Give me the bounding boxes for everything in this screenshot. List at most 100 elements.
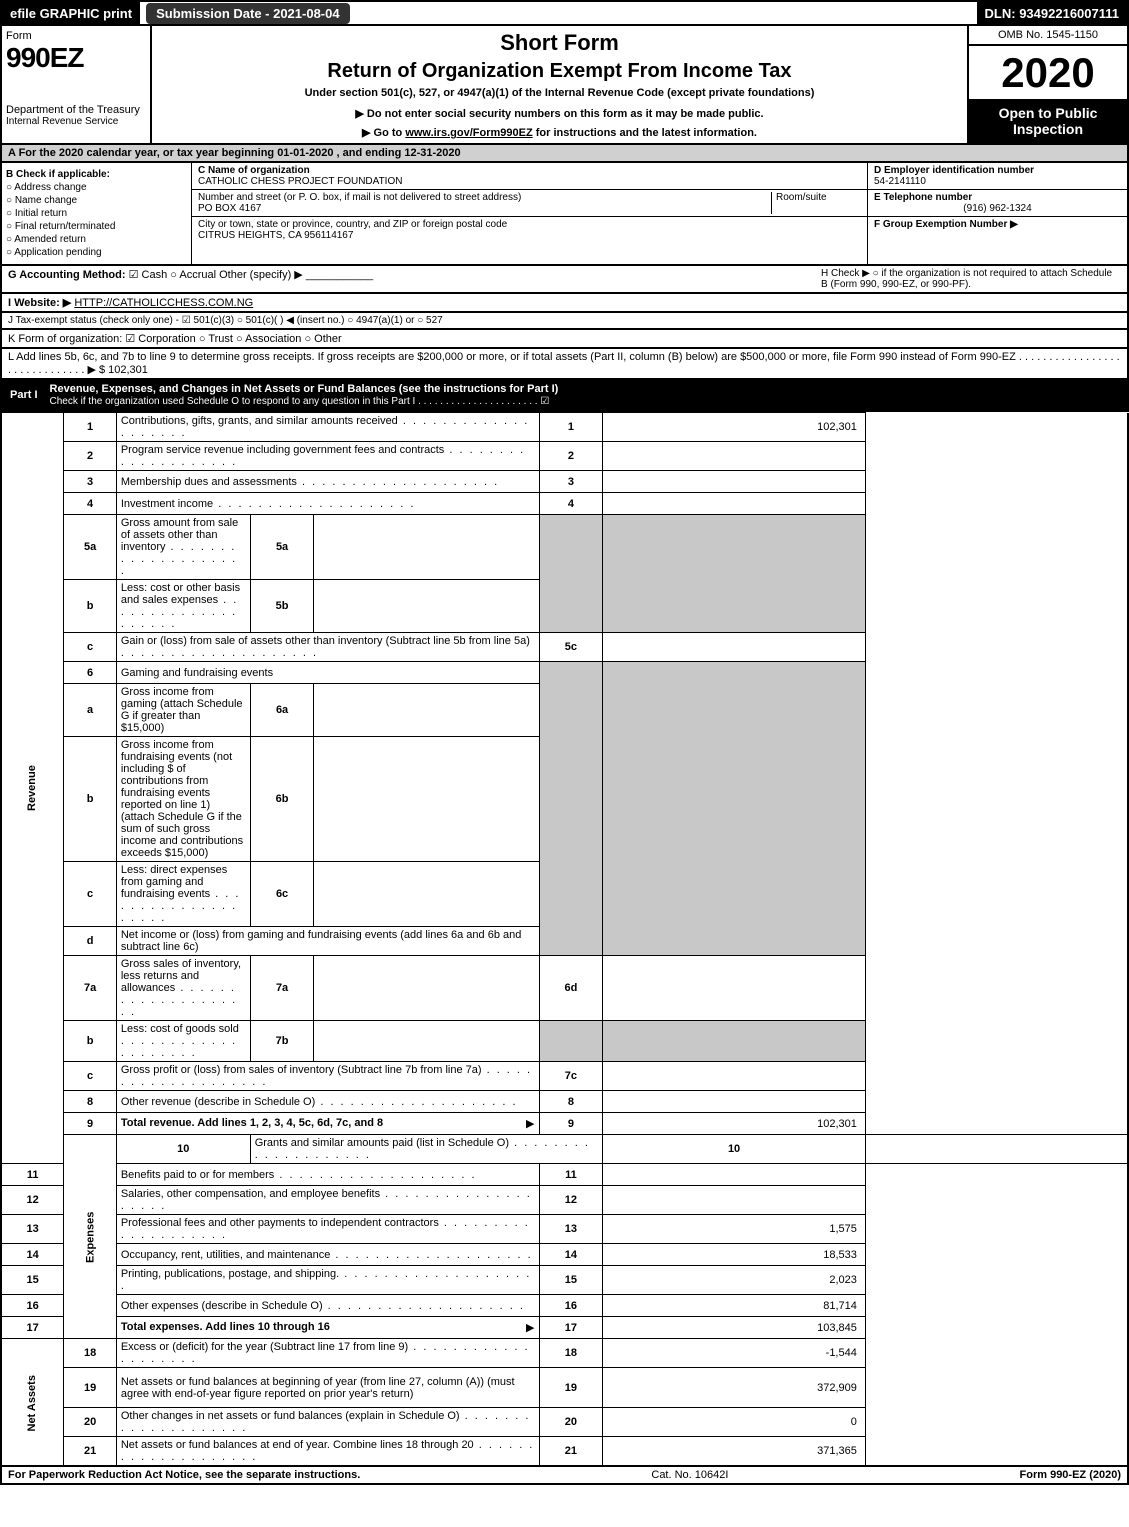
line-6: 6 Gaming and fundraising events (1, 662, 1128, 684)
irs-label: Internal Revenue Service (6, 116, 146, 127)
line-12: 12 Salaries, other compensation, and emp… (1, 1186, 1128, 1215)
line-3-val (603, 471, 866, 493)
goto-link[interactable]: www.irs.gov/Form990EZ (405, 127, 532, 139)
line-17-desc-wrap: Total expenses. Add lines 10 through 16 … (116, 1317, 539, 1339)
line-9-val: 102,301 (603, 1113, 866, 1135)
phone-value: (916) 962-1324 (874, 203, 1121, 214)
line-4-val (603, 493, 866, 515)
line-19-rt: 19 (539, 1368, 603, 1408)
line-18-desc: Excess or (deficit) for the year (Subtra… (116, 1339, 539, 1368)
line-6c-inner-val (314, 862, 539, 927)
line-20-desc: Other changes in net assets or fund bala… (116, 1408, 539, 1437)
line-7a-desc: Gross sales of inventory, less returns a… (116, 956, 250, 1021)
check-address-change[interactable]: Address change (6, 182, 187, 193)
line-13-val: 1,575 (603, 1215, 866, 1244)
line-7c-desc: Gross profit or (loss) from sales of inv… (116, 1062, 539, 1091)
line-7c-val (603, 1062, 866, 1091)
section-h[interactable]: H Check ▶ ○ if the organization is not r… (821, 268, 1121, 290)
part-1-title-text: Revenue, Expenses, and Changes in Net As… (50, 383, 559, 395)
line-4-desc: Investment income (116, 493, 539, 515)
under-section: Under section 501(c), 527, or 4947(a)(1)… (156, 87, 963, 99)
website-label: I Website: ▶ (8, 297, 71, 309)
accounting-accrual[interactable]: ○ Accrual (170, 269, 216, 281)
line-1-desc: Contributions, gifts, grants, and simila… (116, 413, 539, 442)
line-4-rt: 4 (539, 493, 603, 515)
line-7a-inner-no: 7a (250, 956, 314, 1021)
line-6d-no: d (64, 927, 117, 956)
line-14-desc: Occupancy, rent, utilities, and maintena… (116, 1244, 539, 1266)
line-8-no: 8 (64, 1091, 117, 1113)
line-18-no: 18 (64, 1339, 117, 1368)
section-f: F Group Exemption Number ▶ (868, 217, 1127, 232)
revenue-vert-label: Revenue (1, 413, 64, 1164)
line-16-desc: Other expenses (describe in Schedule O) (116, 1295, 539, 1317)
line-19-desc: Net assets or fund balances at beginning… (116, 1368, 539, 1408)
line-15-rt: 15 (539, 1266, 603, 1295)
accounting-other[interactable]: Other (specify) ▶ (219, 269, 303, 281)
line-9-desc-wrap: Total revenue. Add lines 1, 2, 3, 4, 5c,… (116, 1113, 539, 1135)
line-5c: c Gain or (loss) from sale of assets oth… (1, 633, 1128, 662)
org-name: CATHOLIC CHESS PROJECT FOUNDATION (198, 176, 861, 187)
line-18-rt: 18 (539, 1339, 603, 1368)
check-application-pending[interactable]: Application pending (6, 247, 187, 258)
line-16: 16 Other expenses (describe in Schedule … (1, 1295, 1128, 1317)
line-11-val (603, 1164, 866, 1186)
line-2: 2 Program service revenue including gove… (1, 442, 1128, 471)
line-6a-desc: Gross income from gaming (attach Schedul… (116, 684, 250, 737)
city-row: City or town, state or province, country… (192, 217, 867, 243)
line-6a-inner-val (314, 684, 539, 737)
line-2-val (603, 442, 866, 471)
line-11-no: 11 (1, 1164, 64, 1186)
check-final-return[interactable]: Final return/terminated (6, 221, 187, 232)
dln-label: DLN: 93492216007111 (977, 2, 1127, 24)
line-8-rt: 8 (539, 1091, 603, 1113)
goto-line: ▶ Go to www.irs.gov/Form990EZ for instru… (156, 126, 963, 139)
check-amended-return[interactable]: Amended return (6, 234, 187, 245)
line-3-no: 3 (64, 471, 117, 493)
line-9-desc: Total revenue. Add lines 1, 2, 3, 4, 5c,… (121, 1117, 383, 1129)
org-name-row: C Name of organization CATHOLIC CHESS PR… (192, 163, 867, 190)
line-5a-shade (539, 515, 603, 633)
check-initial-return[interactable]: Initial return (6, 208, 187, 219)
line-5b-inner-no: 5b (250, 580, 314, 633)
line-15-desc: Printing, publications, postage, and shi… (116, 1266, 539, 1295)
line-12-desc: Salaries, other compensation, and employ… (116, 1186, 539, 1215)
org-name-label: C Name of organization (198, 165, 861, 176)
line-11-rt: 11 (539, 1164, 603, 1186)
line-13-rt: 13 (539, 1215, 603, 1244)
website-value[interactable]: HTTP://CATHOLICCHESS.COM.NG (74, 297, 253, 309)
line-5b-inner-val (314, 580, 539, 633)
sections-def: D Employer identification number 54-2141… (867, 163, 1127, 264)
line-10-rt: 10 (603, 1135, 866, 1164)
top-bar: efile GRAPHIC print Submission Date - 20… (0, 0, 1129, 26)
line-7c-rt: 7c (539, 1062, 603, 1091)
section-d: D Employer identification number 54-2141… (868, 163, 1127, 190)
line-21-val: 371,365 (603, 1437, 866, 1467)
efile-label[interactable]: efile GRAPHIC print (2, 2, 140, 24)
do-not-enter: ▶ Do not enter social security numbers o… (156, 107, 963, 120)
header-left: Form 990EZ Department of the Treasury In… (2, 26, 152, 143)
line-7b-desc: Less: cost of goods sold (116, 1021, 250, 1062)
line-6d-desc: Net income or (loss) from gaming and fun… (116, 927, 539, 956)
section-l: L Add lines 5b, 6c, and 7b to line 9 to … (0, 349, 1129, 380)
line-7c-no: c (64, 1062, 117, 1091)
form-number: 990EZ (6, 42, 146, 74)
netassets-vert-label: Net Assets (1, 1339, 64, 1467)
line-15-val: 2,023 (603, 1266, 866, 1295)
line-13-desc: Professional fees and other payments to … (116, 1215, 539, 1244)
line-7c: c Gross profit or (loss) from sales of i… (1, 1062, 1128, 1091)
line-21-no: 21 (64, 1437, 117, 1467)
line-19-no: 19 (64, 1368, 117, 1408)
line-7a: 7a Gross sales of inventory, less return… (1, 956, 1128, 1021)
check-name-change[interactable]: Name change (6, 195, 187, 206)
line-7b-inner-val (314, 1021, 539, 1062)
line-5a-inner-val (314, 515, 539, 580)
line-21: 21 Net assets or fund balances at end of… (1, 1437, 1128, 1467)
line-12-val (603, 1186, 866, 1215)
line-14-val: 18,533 (603, 1244, 866, 1266)
footer-right: Form 990-EZ (2020) (1020, 1469, 1121, 1481)
street-label: Number and street (or P. O. box, if mail… (198, 192, 771, 203)
line-3: 3 Membership dues and assessments 3 (1, 471, 1128, 493)
line-7a-no: 7a (64, 956, 117, 1021)
accounting-cash[interactable]: ☑ Cash (129, 269, 168, 281)
